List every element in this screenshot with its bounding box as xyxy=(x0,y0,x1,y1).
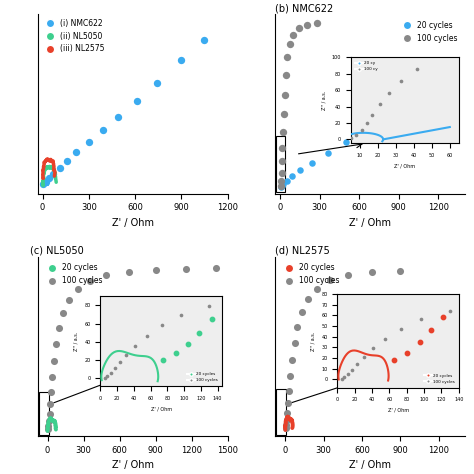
Point xyxy=(102,272,110,279)
Point xyxy=(45,422,52,430)
Point xyxy=(279,128,287,136)
Point xyxy=(277,182,284,190)
X-axis label: Z' / Ohm: Z' / Ohm xyxy=(112,460,154,470)
Point xyxy=(85,138,92,146)
Point xyxy=(277,177,285,184)
Point xyxy=(366,126,374,133)
Point xyxy=(344,271,352,279)
Point xyxy=(49,373,56,381)
Point xyxy=(283,177,291,184)
Point xyxy=(212,264,219,272)
Point xyxy=(313,285,321,292)
Point xyxy=(342,138,350,146)
Point xyxy=(46,410,54,418)
Point xyxy=(177,56,185,64)
Point xyxy=(294,323,301,331)
X-axis label: Z' / Ohm: Z' / Ohm xyxy=(349,218,391,228)
Point xyxy=(298,308,306,316)
Legend: 20 cycles, 100 cycles: 20 cycles, 100 cycles xyxy=(279,260,343,288)
Point xyxy=(86,277,93,285)
Point xyxy=(290,31,297,38)
Point xyxy=(304,295,312,303)
Point xyxy=(55,324,63,331)
Legend: 20 cycles, 100 cycles: 20 cycles, 100 cycles xyxy=(397,18,461,46)
Point xyxy=(291,339,298,347)
Point xyxy=(281,91,288,99)
Point xyxy=(39,180,47,187)
Point xyxy=(288,356,296,364)
Point xyxy=(64,157,71,164)
Point xyxy=(65,296,73,303)
Point xyxy=(152,266,159,274)
Point xyxy=(279,145,286,152)
Point xyxy=(46,400,54,408)
Point xyxy=(280,110,287,118)
Point xyxy=(42,178,49,185)
Point xyxy=(201,36,208,44)
Point xyxy=(278,169,285,176)
Point xyxy=(313,19,321,27)
Point xyxy=(296,166,304,174)
Point xyxy=(153,79,160,87)
Point xyxy=(277,183,284,191)
Point xyxy=(182,265,189,273)
Point xyxy=(286,41,294,48)
Bar xyxy=(39,392,49,435)
Point xyxy=(133,97,140,105)
Point xyxy=(397,267,404,274)
Point xyxy=(45,174,53,182)
Point xyxy=(278,157,286,165)
Point xyxy=(114,113,122,121)
X-axis label: Z' / Ohm: Z' / Ohm xyxy=(349,460,391,470)
Point xyxy=(324,149,331,157)
Point xyxy=(50,170,57,178)
Point xyxy=(45,426,52,433)
Point xyxy=(53,340,60,348)
Point xyxy=(368,268,376,276)
X-axis label: Z' / Ohm: Z' / Ohm xyxy=(112,218,154,228)
Point xyxy=(288,173,296,180)
Point xyxy=(283,54,291,61)
Point xyxy=(326,277,334,284)
Point xyxy=(45,418,53,425)
Point xyxy=(283,421,290,429)
Legend: (i) NMC622, (ii) NL5050, (iii) NL2575: (i) NMC622, (ii) NL5050, (iii) NL2575 xyxy=(42,18,105,54)
Point xyxy=(59,309,67,317)
Point xyxy=(278,182,285,190)
Point xyxy=(303,21,310,29)
Point xyxy=(421,95,429,103)
Point xyxy=(283,409,291,417)
Point xyxy=(282,72,290,79)
Point xyxy=(280,180,287,188)
Point xyxy=(287,372,294,380)
Point xyxy=(56,164,64,172)
Point xyxy=(392,112,400,119)
Point xyxy=(284,399,292,407)
Point xyxy=(125,268,133,276)
Text: (d) NL2575: (d) NL2575 xyxy=(275,246,330,256)
Point xyxy=(73,148,80,156)
Point xyxy=(447,78,455,85)
Point xyxy=(308,159,316,166)
Bar xyxy=(276,136,285,192)
Text: (c) NL5050: (c) NL5050 xyxy=(30,246,84,256)
Point xyxy=(282,425,290,432)
Point xyxy=(99,127,107,134)
Point xyxy=(50,357,58,365)
Point xyxy=(283,417,291,424)
Text: (b) NMC622: (b) NMC622 xyxy=(275,3,333,13)
Point xyxy=(295,25,302,32)
Point xyxy=(74,285,82,293)
Point xyxy=(47,388,55,395)
Legend: 20 cycles, 100 cycles: 20 cycles, 100 cycles xyxy=(42,260,106,288)
Point xyxy=(285,387,293,394)
Bar xyxy=(276,389,286,435)
